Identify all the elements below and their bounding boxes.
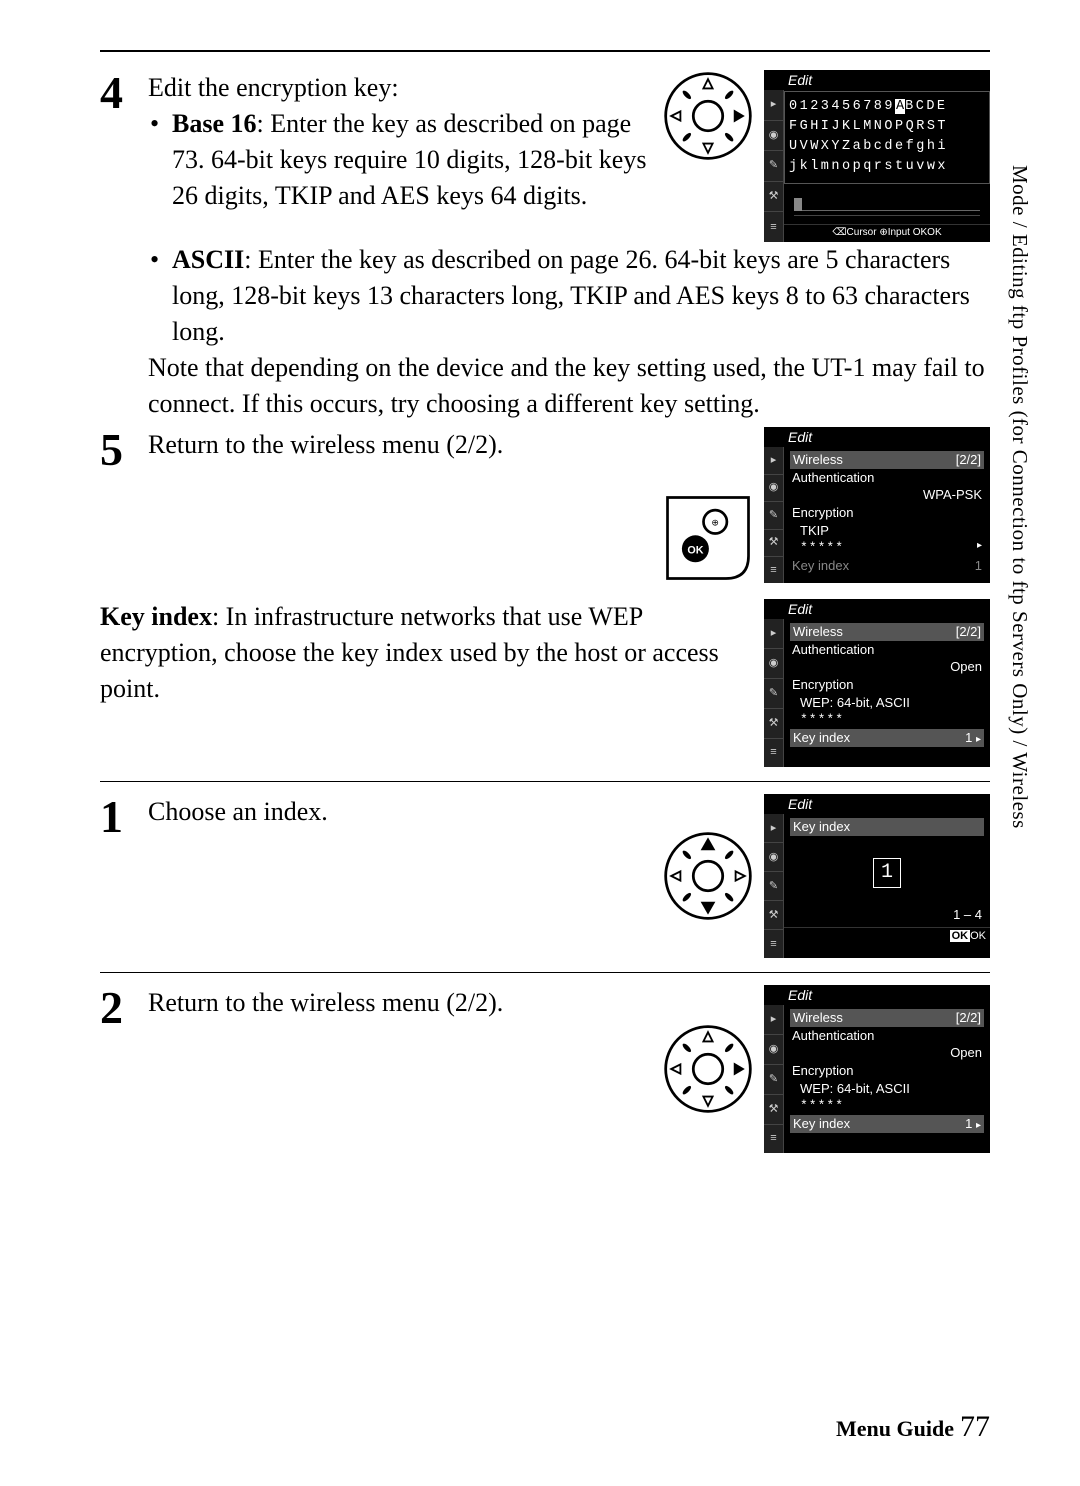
step5-text: Return to the wireless menu (2/2). <box>148 427 650 463</box>
step-1: 1 Choose an index. <box>100 794 990 958</box>
ok-button-icon: ⊕ OK <box>662 493 754 583</box>
keyindex-label: Key index <box>100 602 212 631</box>
lcd-edit-screen: Edit ▸ ◉ ✎ ⚒ ≡ 0123456789ABCDE FGHIJKLMN… <box>764 70 990 242</box>
step-4: 4 Edit the encryption key: Base 16: Ente… <box>100 70 990 421</box>
ascii-label: ASCII <box>172 245 244 274</box>
lcd-wireless-open-1: Edit ▸ ◉ ✎ ⚒ ≡ Wireless[2/2] Authenticat… <box>764 599 990 767</box>
step4-note: Note that depending on the device and th… <box>148 350 990 422</box>
side-icon: ◉ <box>764 649 783 679</box>
lcd-hint: ⌫Cursor ⊕Input OKOK <box>784 224 990 241</box>
side-icon: ≡ <box>764 930 783 958</box>
breadcrumb: Mode / Editing ftp Profiles (for Connect… <box>1007 165 1032 829</box>
step-number: 1 <box>100 794 130 840</box>
char-row: 0123456789ABCDE <box>789 98 985 116</box>
side-icon: ⚒ <box>764 182 783 213</box>
base16-label: Base 16 <box>172 109 257 138</box>
step4-base16: Base 16: Enter the key as described on p… <box>170 106 650 214</box>
lcd-keyindex: Edit ▸ ◉ ✎ ⚒ ≡ Key index 1 1 – 4 <box>764 794 990 958</box>
char-row: UVWXYZabcdefghi <box>789 138 985 156</box>
side-icon: ⚒ <box>764 1095 783 1125</box>
step-number: 5 <box>100 427 130 473</box>
side-icon: ◉ <box>764 475 783 502</box>
page-footer: Menu Guide77 <box>836 1410 990 1444</box>
keyindex-value: 1 <box>873 858 901 888</box>
side-icon: ≡ <box>764 739 783 768</box>
side-icon: ⚒ <box>764 530 783 557</box>
side-icon: ✎ <box>764 1065 783 1095</box>
side-icon: ⚒ <box>764 709 783 739</box>
side-icon: ✎ <box>764 151 783 182</box>
side-icon: ◉ <box>764 843 783 872</box>
side-icon: ✎ <box>764 872 783 901</box>
side-icon: ⚒ <box>764 901 783 930</box>
dpad-right-icon <box>662 70 754 162</box>
step4-ascii: ASCII: Enter the key as described on pag… <box>170 242 990 350</box>
side-icon: ✎ <box>764 679 783 709</box>
dpad-updown-icon <box>662 830 754 922</box>
step-number: 4 <box>100 70 130 116</box>
side-icon: ▸ <box>764 447 783 474</box>
lcd-wireless-open-2: Edit ▸ ◉ ✎ ⚒ ≡ Wireless[2/2] Authenticat… <box>764 985 990 1153</box>
char-row: FGHIJKLMNOPQRST <box>789 118 985 136</box>
side-icon: ◉ <box>764 1035 783 1065</box>
side-icon: ≡ <box>764 1125 783 1154</box>
step1-text: Choose an index. <box>148 794 650 830</box>
side-icon: ▸ <box>764 619 783 649</box>
side-icon: ≡ <box>764 212 783 242</box>
step-5: 5 Return to the wireless menu (2/2). ⊕ O… <box>100 427 990 583</box>
step-number: 2 <box>100 985 130 1031</box>
svg-text:OK: OK <box>687 545 703 557</box>
step2-text: Return to the wireless menu (2/2). <box>148 985 650 1021</box>
keyindex-section: Key index: In infrastructure networks th… <box>100 599 990 767</box>
side-icon: ◉ <box>764 121 783 152</box>
lcd-wireless-wpa: Edit ▸ ◉ ✎ ⚒ ≡ Wireless[2/2] Authenticat… <box>764 427 990 583</box>
side-icon: ≡ <box>764 557 783 583</box>
dpad-right-icon <box>662 1023 754 1115</box>
side-icon: ▸ <box>764 90 783 121</box>
step4-intro: Edit the encryption key: <box>148 70 650 106</box>
side-icon: ▸ <box>764 1005 783 1035</box>
svg-text:⊕: ⊕ <box>711 518 719 528</box>
step-2: 2 Return to the wireless menu (2/2). <box>100 985 990 1153</box>
side-icon: ✎ <box>764 502 783 529</box>
side-icon: ▸ <box>764 814 783 843</box>
char-row: jklmnopqrstuvwx <box>789 158 985 176</box>
